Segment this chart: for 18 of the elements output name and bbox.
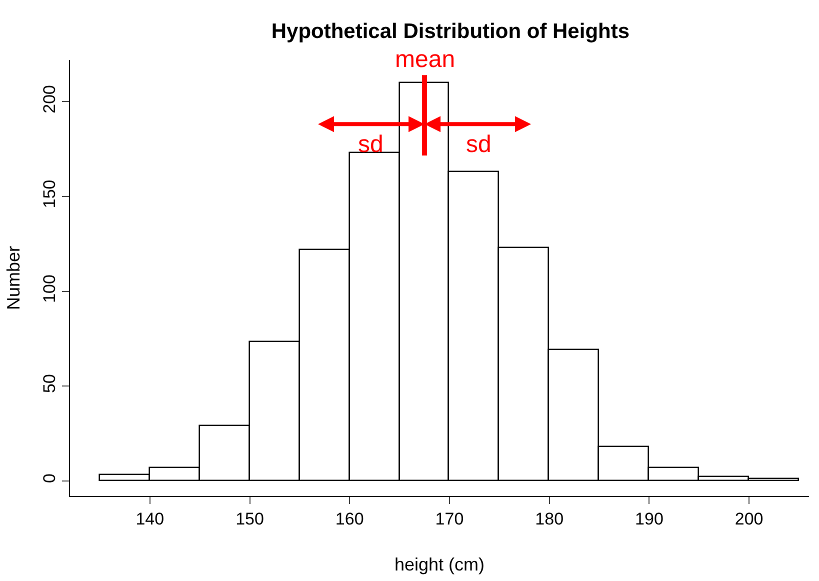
x-tick-label: 140 xyxy=(136,509,164,528)
ref-line-label: mean xyxy=(395,46,456,73)
x-tick-label: 160 xyxy=(335,509,364,528)
x-tick-label: 200 xyxy=(734,509,764,528)
y-tick-label: 50 xyxy=(40,374,60,393)
x-tick-label: 180 xyxy=(535,509,564,528)
x-tick-label: 150 xyxy=(236,509,264,528)
annotation: sd xyxy=(466,131,492,158)
y-tick-label: 0 xyxy=(40,474,60,484)
chart-title: Hypothetical Distribution of Heights xyxy=(271,20,630,43)
y-tick-label: 100 xyxy=(40,274,60,303)
x-axis-title: height (cm) xyxy=(394,554,485,574)
y-tick-label: 200 xyxy=(40,84,60,114)
annotation: sd xyxy=(358,131,384,158)
x-tick-label: 190 xyxy=(635,509,664,528)
x-tick-label: 170 xyxy=(435,509,464,528)
y-tick-label: 150 xyxy=(40,180,60,208)
y-axis-title: Number xyxy=(3,246,24,310)
